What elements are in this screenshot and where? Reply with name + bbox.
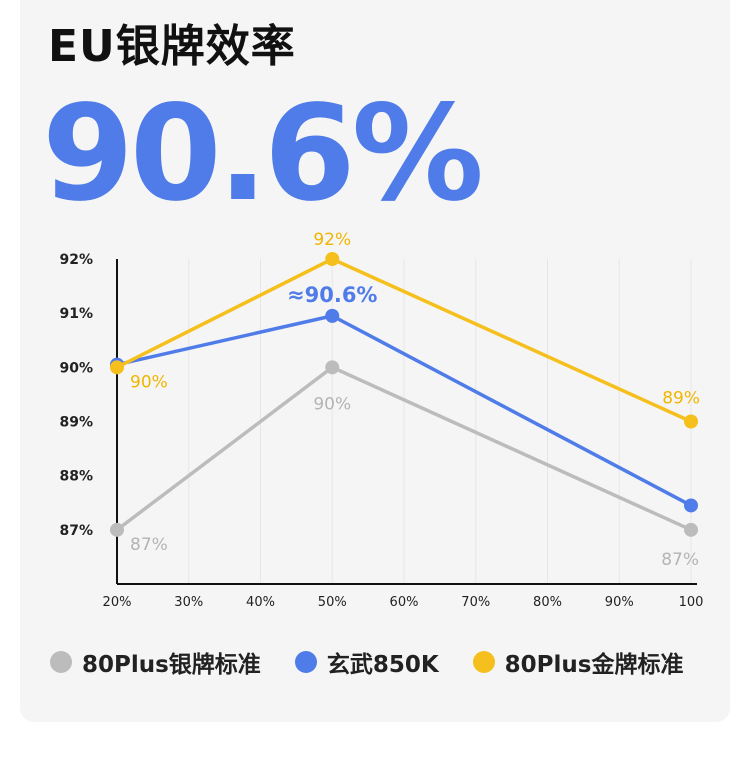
chart-legend: 80Plus银牌标准 玄武850K 80Plus金牌标准 xyxy=(50,644,730,680)
data-label: 92% xyxy=(313,230,351,250)
legend-item: 80Plus银牌标准 xyxy=(50,645,261,679)
data-label: ≈90.6% xyxy=(287,283,377,307)
y-tick-label: 89% xyxy=(59,415,93,431)
data-label: 89% xyxy=(662,389,700,409)
legend-label: 80Plus金牌标准 xyxy=(504,652,684,678)
data-point xyxy=(684,522,698,537)
page-title: EU银牌效率 xyxy=(48,21,296,72)
data-label: 87% xyxy=(661,550,699,570)
x-tick-label: 20% xyxy=(103,595,132,610)
x-tick-label: 50% xyxy=(318,595,347,610)
data-point xyxy=(110,360,124,375)
x-tick-label: 60% xyxy=(390,595,419,610)
data-point xyxy=(110,522,124,537)
x-tick-label: 70% xyxy=(461,595,490,610)
legend-swatch xyxy=(294,651,317,673)
data-point xyxy=(325,360,340,375)
x-tick-label: 30% xyxy=(174,595,203,610)
y-tick-label: 90% xyxy=(59,360,93,376)
y-tick-label: 92% xyxy=(59,252,93,268)
data-label: 90% xyxy=(130,372,168,392)
x-tick-label: 80% xyxy=(533,595,562,610)
x-tick-label: 90% xyxy=(605,595,634,610)
headline-efficiency: 90.6% xyxy=(42,77,484,231)
data-point xyxy=(684,414,698,429)
data-point xyxy=(325,308,340,323)
legend-swatch xyxy=(50,651,72,673)
y-tick-label: 87% xyxy=(59,523,93,539)
legend-item: 玄武850K xyxy=(294,645,439,679)
x-tick-label: 40% xyxy=(246,595,275,610)
data-point xyxy=(325,252,340,266)
data-label: 87% xyxy=(130,535,168,555)
data-label: 90% xyxy=(313,394,351,414)
y-tick-label: 91% xyxy=(59,306,93,322)
legend-item: 80Plus金牌标准 xyxy=(472,645,684,679)
legend-label: 80Plus银牌标准 xyxy=(82,652,261,678)
data-point xyxy=(684,498,698,513)
y-tick-label: 88% xyxy=(59,469,93,485)
legend-swatch xyxy=(472,651,495,673)
x-tick-label: 100 xyxy=(679,595,704,610)
legend-label: 玄武850K xyxy=(326,652,439,678)
